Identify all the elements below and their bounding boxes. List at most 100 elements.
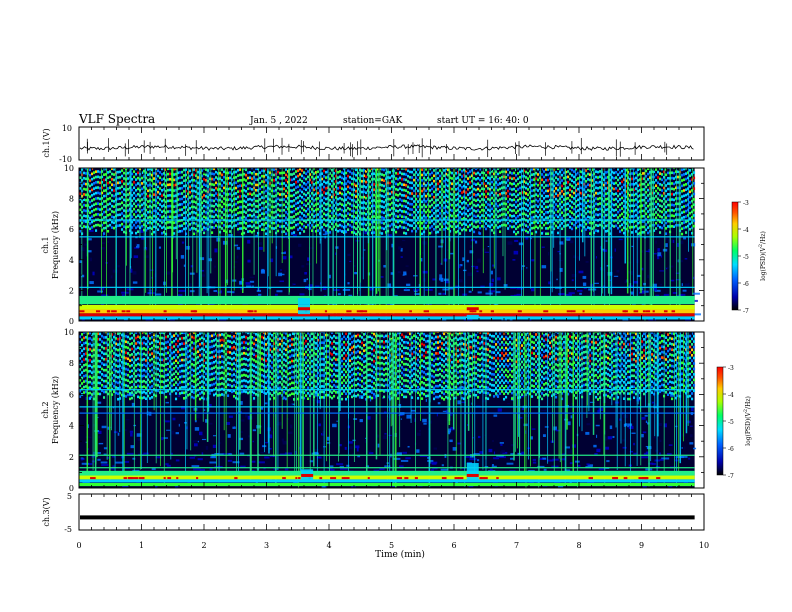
spectrogram-cell [541,173,544,176]
spectrogram-cell [645,169,648,173]
spectrogram-cell [475,210,478,213]
ch1-colorbar-tick-label: -7 [743,308,749,315]
spectrogram-cell [657,213,660,217]
spectrogram-cell [323,217,326,221]
spectrogram-cell [105,205,108,208]
spectrogram-cell [223,175,226,179]
spectrogram-cell [413,205,416,209]
spectrogram-cell [689,185,692,188]
spectrogram-cell [141,176,144,180]
spectrogram-cell [85,220,88,223]
spectrogram-cell [395,225,398,229]
spectrogram-cell [137,208,140,212]
spectrogram-cell [227,209,230,212]
spectrogram-cell [395,220,398,223]
spectrogram-cell [165,216,168,220]
spectrogram-cell [325,192,328,195]
spectrogram-cell [589,184,592,187]
spectrogram-cell [659,220,662,224]
spectrogram-cell [131,220,134,224]
spectrogram-cell [118,287,123,290]
spectrogram-cell [433,217,436,220]
spectrogram-cell [455,182,458,186]
spectrogram-cell [227,225,230,228]
sferic-streak [200,168,202,313]
spectrogram-cell [577,168,580,170]
spectrogram-cell [317,170,320,173]
spectrogram-cell [693,198,696,201]
spectrogram-cell [229,181,232,185]
spectrogram-cell [407,207,410,210]
spectrogram-cell [407,169,410,173]
spectrogram-cell [95,229,98,232]
spectrogram-cell [473,182,476,186]
spectrogram-cell [465,201,468,205]
spectrogram-cell [407,196,410,199]
spectrogram-cell [509,181,512,185]
spectrogram-cell [311,229,314,233]
spectrogram-cell [673,182,676,186]
spectrogram-cell [313,193,316,197]
spectrogram-cell [209,461,217,464]
spectrogram-cell [315,192,318,196]
spectrogram-cell [643,230,646,234]
spectrogram-cell [335,223,338,226]
spectrogram-cell [398,246,402,250]
spectrogram-cell [523,185,526,189]
spectrogram-cell [619,219,622,223]
spectrogram-cell [365,223,368,227]
spectrogram-cell [211,188,214,192]
spectrogram-cell [377,173,380,176]
spectrogram-cell [259,187,262,191]
spectrogram-cell [131,177,134,181]
spectrogram-cell [207,222,210,226]
spectrogram-cell [617,194,620,198]
spectrogram-cell [293,215,296,218]
spectrogram-cell [89,189,92,193]
spectrogram-cell [309,460,314,463]
spectrogram-cell [561,195,564,198]
spectrogram-cell [337,192,340,196]
spectrogram-cell [565,237,571,241]
spectrogram-cell [573,255,577,259]
spectrogram-cell [413,184,416,187]
spectrogram-cell [671,224,674,228]
spectrogram-cell [569,183,572,186]
spectrogram-cell [447,179,450,182]
spectrogram-cell [99,202,102,206]
spectrogram-cell [453,185,456,188]
spectrogram-cell [165,173,168,177]
spectrogram-cell [425,178,428,182]
spectrogram-cell [525,229,528,233]
spectrogram-cell [537,205,540,208]
spectrogram-cell [431,209,434,212]
spectrogram-cell [344,273,347,276]
spectrogram-cell [587,168,590,170]
sferic-streak [502,168,504,257]
spectrogram-cell [79,171,82,174]
spectrogram-cell [309,183,312,187]
spectrogram-cell [297,190,300,194]
spectrogram-cell [209,225,212,229]
spectrogram-cell [643,204,646,207]
spectrogram-cell [303,208,306,212]
spectrogram-cell [191,194,194,198]
spectrogram-cell [389,203,392,206]
spectrogram-cell [674,459,681,462]
spectrogram-cell [215,202,218,206]
spectrogram-cell [537,178,540,182]
spectrogram-cell [235,208,238,211]
spectrogram-cell [311,208,314,211]
spectrogram-cell [259,182,262,185]
spectrogram-cell [668,485,673,488]
spectrogram-cell [461,212,464,216]
spectrogram-cell [619,214,622,217]
spectrogram-cell [535,230,538,234]
spectrogram-cell [537,226,540,230]
spectrogram-cell [505,186,508,190]
spectrogram-cell [239,431,243,433]
spectrogram-cell [165,463,169,466]
spectrogram-cell [383,264,386,268]
spectrogram-cell [491,464,494,467]
spectrogram-cell [664,237,668,240]
